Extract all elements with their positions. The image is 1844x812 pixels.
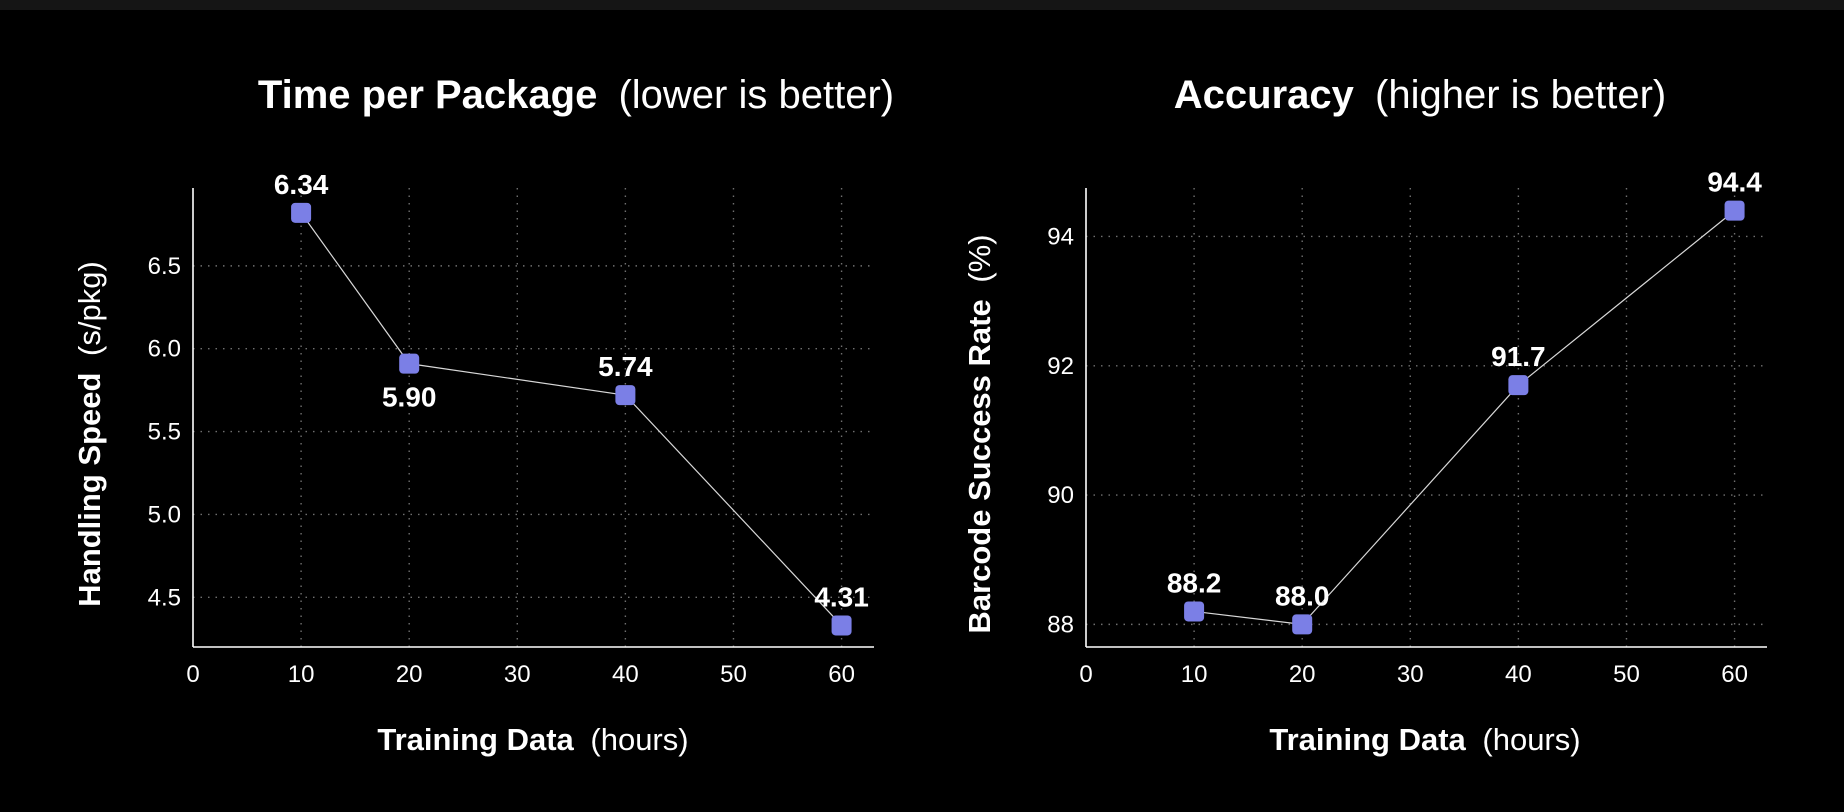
series-line bbox=[1194, 210, 1735, 626]
x-tick-label: 30 bbox=[1397, 661, 1424, 688]
data-point bbox=[1292, 614, 1313, 635]
series-line bbox=[300, 212, 843, 626]
chart1-ylabel: Handling Speed (s/pkg) bbox=[72, 261, 107, 607]
data-point bbox=[291, 202, 312, 223]
x-tick-label: 50 bbox=[720, 661, 747, 688]
plot-layer: 0 10 20 30 40 50 60 4.5 5.0 5.5 6.0 6.5 6.34 5.90 5.74… bbox=[148, 167, 1767, 688]
y-tick-label: 6.5 bbox=[148, 253, 181, 280]
x-tick-label: 0 bbox=[186, 661, 199, 688]
data-label: 88.2 bbox=[1167, 567, 1222, 598]
x-tick-label: 50 bbox=[1613, 661, 1640, 688]
data-label: 91.7 bbox=[1491, 341, 1546, 372]
data-label: 5.74 bbox=[598, 351, 653, 382]
x-tick-label: 60 bbox=[828, 661, 855, 688]
x-tick-label: 40 bbox=[1505, 661, 1532, 688]
y-tick-label: 4.5 bbox=[148, 584, 181, 611]
data-point bbox=[399, 353, 420, 374]
x-tick-label: 10 bbox=[288, 661, 315, 688]
figure-svg: Time per Package (lower is better) Train… bbox=[72, 73, 1767, 757]
x-tick-label: 40 bbox=[612, 661, 639, 688]
x-tick-label: 0 bbox=[1079, 661, 1092, 688]
chart1-xlabel: Training Data (hours) bbox=[377, 722, 688, 757]
chart2-ylabel: Barcode Success Rate (%) bbox=[962, 234, 997, 633]
data-point bbox=[1184, 601, 1205, 622]
chart1-title: Time per Package (lower is better) bbox=[258, 73, 894, 117]
y-tick-label: 94 bbox=[1047, 223, 1074, 250]
data-label: 6.34 bbox=[274, 169, 329, 200]
data-label: 88.0 bbox=[1275, 580, 1330, 611]
y-tick-label: 5.5 bbox=[148, 419, 181, 446]
data-point bbox=[831, 615, 852, 636]
y-tick-label: 92 bbox=[1047, 353, 1074, 380]
y-tick-label: 5.0 bbox=[148, 501, 181, 528]
y-tick-label: 88 bbox=[1047, 611, 1074, 638]
x-tick-label: 20 bbox=[396, 661, 423, 688]
chart2-plot: 0 10 20 30 40 50 60 88 90 92 94 88.2 88.0 91.7 94.4 bbox=[1047, 167, 1767, 688]
data-point bbox=[1724, 200, 1745, 221]
chart1-plot: 0 10 20 30 40 50 60 4.5 5.0 5.5 6.0 6.5 6.34 5.90 5.74… bbox=[148, 169, 874, 688]
x-tick-label: 10 bbox=[1181, 661, 1208, 688]
x-tick-label: 60 bbox=[1721, 661, 1748, 688]
data-label: 5.90 bbox=[382, 382, 437, 413]
chart2-xlabel: Training Data (hours) bbox=[1269, 722, 1580, 757]
data-label: 4.31 bbox=[814, 581, 869, 612]
x-tick-label: 20 bbox=[1289, 661, 1316, 688]
chart2-title: Accuracy (higher is better) bbox=[1174, 73, 1666, 117]
x-tick-label: 30 bbox=[504, 661, 531, 688]
y-tick-label: 90 bbox=[1047, 482, 1074, 509]
data-point bbox=[1508, 375, 1529, 396]
y-tick-label: 6.0 bbox=[148, 336, 181, 363]
data-label: 94.4 bbox=[1707, 167, 1762, 198]
data-point bbox=[615, 385, 636, 406]
